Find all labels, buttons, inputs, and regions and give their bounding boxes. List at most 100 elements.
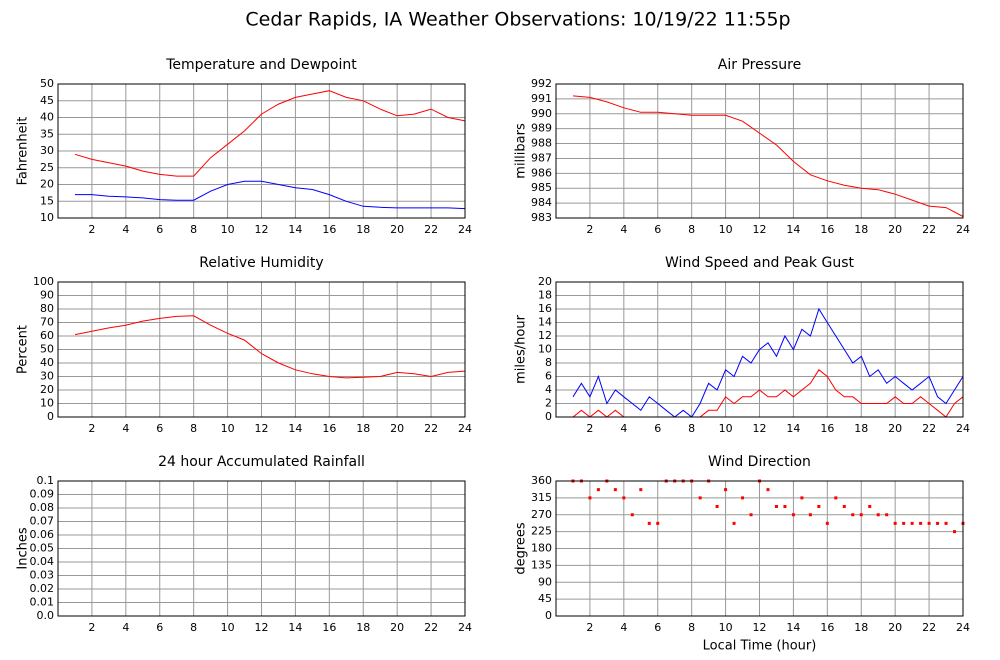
x-tick-label: 20 [390,422,404,435]
x-tick-label: 6 [654,422,661,435]
data-point [741,496,745,500]
y-tick-label: 45 [538,592,552,605]
x-tick-label: 8 [190,422,197,435]
data-point [817,505,821,508]
y-tick-label: 90 [538,575,552,588]
x-tick-label: 18 [854,223,868,236]
x-tick-label: 24 [458,422,472,435]
y-tick-label: 40 [40,356,54,369]
data-point [766,488,770,492]
y-tick-label: 180 [531,542,552,555]
x-tick-label: 12 [255,422,269,435]
y-tick-label: 0.01 [30,596,55,609]
y-tick-label: 990 [531,107,552,120]
y-tick-label: 0.08 [30,501,55,514]
x-tick-label: 16 [820,422,834,435]
y-tick-label: 0.04 [30,555,55,568]
y-tick-label: 10 [40,211,54,224]
x-tick-label: 14 [786,223,800,236]
y-tick-label: 18 [538,289,552,302]
panel-title: Relative Humidity [199,255,323,271]
x-tick-label: 12 [753,621,767,634]
x-tick-label: 4 [620,223,627,236]
y-axis-label: Percent [16,325,31,374]
y-axis-label: degrees [514,522,529,575]
x-tick-label: 6 [156,422,163,435]
data-point [647,521,651,525]
data-point [698,496,702,500]
y-tick-label: 0.0 [37,609,55,622]
data-point [842,505,846,508]
data-point [596,488,600,492]
y-tick-label: 12 [538,329,552,342]
data-point [774,505,778,508]
y-tick-label: 100 [33,275,54,288]
y-tick-label: 50 [40,77,54,90]
data-point [927,521,931,525]
x-tick-label: 20 [888,422,902,435]
y-tick-label: 987 [531,151,552,164]
data-point [783,505,787,508]
y-tick-label: 0.1 [37,474,55,487]
y-tick-label: 315 [531,491,552,504]
x-tick-label: 12 [753,223,767,236]
y-tick-label: 30 [40,370,54,383]
x-tick-label: 10 [719,621,733,634]
y-tick-label: 60 [40,329,54,342]
x-tick-label: 14 [288,223,302,236]
y-tick-label: 0.03 [30,569,55,582]
y-tick-label: 50 [40,343,54,356]
x-tick-label: 22 [424,223,438,236]
data-point [910,521,914,525]
data-line [75,180,466,210]
y-tick-label: 0.02 [30,582,55,595]
x-tick-label: 14 [288,621,302,634]
x-tick-label: 18 [854,422,868,435]
panel-title: Wind Direction [708,454,811,470]
x-tick-label: 2 [586,621,593,634]
x-tick-label: 24 [956,223,970,236]
y-tick-label: 135 [531,558,552,571]
y-tick-label: 35 [40,127,54,140]
data-point [885,513,889,517]
y-axis-label: Fahrenheit [16,117,31,186]
y-tick-label: 40 [40,111,54,124]
data-point [639,488,643,492]
x-tick-label: 6 [156,621,163,634]
y-tick-label: 10 [40,397,54,410]
x-tick-label: 8 [688,223,695,236]
y-tick-label: 991 [531,92,552,105]
x-tick-label: 4 [122,422,129,435]
y-tick-label: 0 [47,410,54,423]
x-tick-label: 6 [654,621,661,634]
y-tick-label: 20 [40,383,54,396]
x-tick-label: 2 [88,223,95,236]
data-point [825,521,829,525]
y-tick-label: 270 [531,508,552,521]
x-tick-label: 20 [390,621,404,634]
data-point [588,496,592,500]
data-point [749,513,753,517]
data-point [800,496,804,500]
data-point [791,513,795,517]
x-tick-label: 14 [288,422,302,435]
x-tick-label: 10 [719,223,733,236]
data-point [936,521,940,525]
y-tick-label: 16 [538,302,552,315]
x-tick-label: 6 [156,223,163,236]
y-tick-label: 45 [40,94,54,107]
data-line [572,95,964,217]
y-tick-label: 6 [545,370,552,383]
x-tick-label: 20 [390,223,404,236]
x-tick-label: 8 [190,621,197,634]
x-tick-label: 10 [221,223,235,236]
x-tick-label: 22 [424,621,438,634]
x-tick-label: 2 [586,223,593,236]
x-tick-label: 12 [255,621,269,634]
y-tick-label: 30 [40,144,54,157]
x-tick-label: 18 [854,621,868,634]
x-tick-label: 2 [88,422,95,435]
x-tick-label: 18 [356,621,370,634]
data-point [724,488,728,492]
